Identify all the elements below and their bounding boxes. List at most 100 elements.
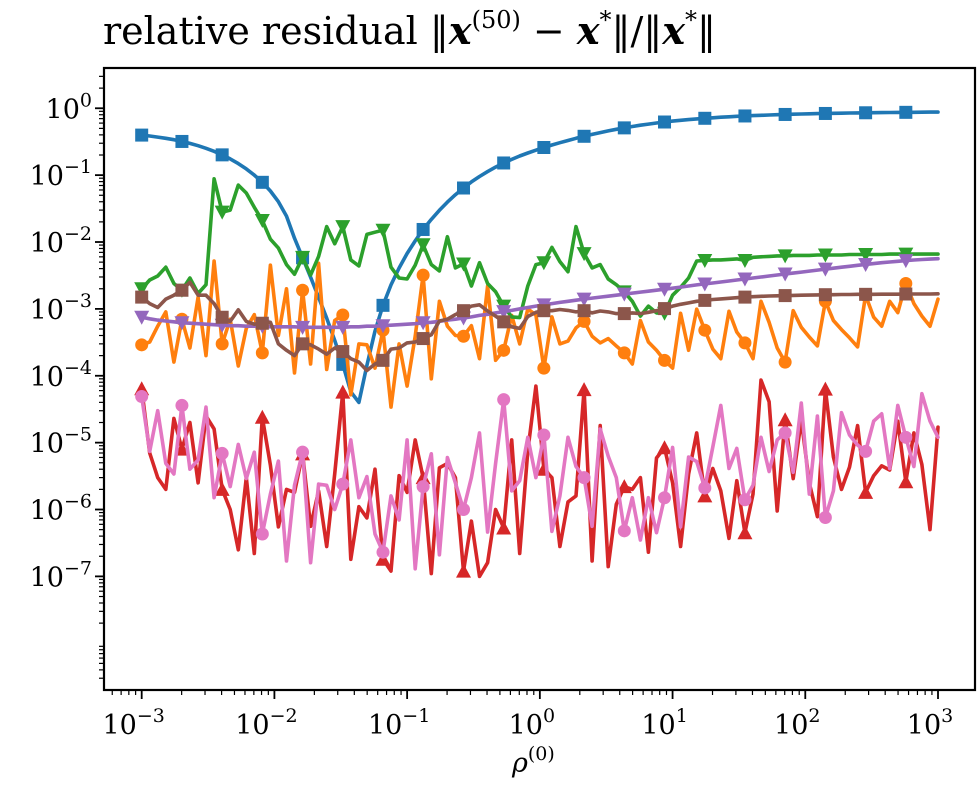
data-point-green-down-triangles	[254, 213, 270, 228]
x-tick-label: 103	[907, 705, 953, 741]
series-line-orange-circles	[139, 259, 940, 409]
x-axis-label-base: ρ	[511, 748, 528, 779]
data-point-pink-circles	[859, 444, 873, 458]
data-point-red-up-triangles	[657, 440, 673, 455]
title-star: *	[600, 6, 612, 34]
data-point-brown-squares	[859, 287, 873, 301]
series-blue-squares	[135, 105, 940, 405]
data-point-purple-down-triangles	[576, 292, 592, 307]
data-point-blue-squares	[778, 107, 792, 121]
data-point-orange-circles	[296, 283, 310, 297]
series-line-green-down-triangles	[139, 177, 940, 320]
data-point-blue-squares	[859, 106, 873, 120]
data-point-brown-squares	[778, 289, 792, 303]
data-point-red-up-triangles	[415, 470, 431, 485]
data-point-red-up-triangles	[456, 563, 472, 578]
data-point-green-down-triangles	[295, 250, 311, 265]
data-point-orange-circles	[215, 337, 229, 351]
y-tick-label: 10−4	[30, 357, 92, 393]
data-point-orange-circles	[416, 268, 430, 282]
data-point-pink-circles	[296, 445, 310, 459]
data-point-pink-circles	[497, 393, 511, 407]
x-tick-label: 101	[641, 705, 687, 741]
data-point-brown-squares	[617, 307, 631, 321]
data-point-red-up-triangles	[335, 384, 351, 399]
data-point-pink-circles	[215, 446, 229, 460]
data-point-brown-squares	[899, 287, 913, 301]
data-point-brown-squares	[537, 304, 551, 318]
data-point-blue-squares	[255, 175, 269, 189]
data-point-brown-squares	[376, 353, 390, 367]
data-point-red-up-triangles	[576, 382, 592, 397]
y-tick-label: 10−5	[30, 424, 92, 460]
data-point-blue-squares	[698, 111, 712, 125]
data-point-orange-circles	[698, 323, 712, 337]
data-point-brown-squares	[215, 310, 229, 324]
data-point-blue-squares	[175, 134, 189, 148]
data-point-blue-squares	[416, 222, 430, 236]
data-point-purple-down-triangles	[817, 262, 833, 277]
chart-title: relative residual ‖x(50) − x*‖/‖x*‖	[103, 6, 716, 53]
y-tick-label: 10−2	[30, 223, 92, 259]
data-point-green-down-triangles	[576, 247, 592, 262]
data-point-green-down-triangles	[335, 220, 351, 235]
data-point-pink-circles	[255, 527, 269, 541]
data-point-brown-squares	[497, 315, 511, 329]
data-point-pink-circles	[376, 545, 390, 559]
data-point-red-up-triangles	[375, 551, 391, 566]
data-point-purple-down-triangles	[174, 316, 190, 331]
data-point-purple-down-triangles	[697, 277, 713, 292]
data-point-brown-squares	[175, 283, 189, 297]
title-prefix: relative residual ‖	[103, 9, 449, 53]
data-point-purple-down-triangles	[496, 305, 512, 320]
data-point-purple-down-triangles	[858, 257, 874, 272]
data-point-orange-circles	[658, 353, 672, 367]
plot-frame	[102, 66, 977, 692]
data-point-orange-circles	[577, 314, 591, 328]
data-point-pink-circles	[617, 524, 631, 538]
data-point-red-up-triangles	[898, 474, 914, 489]
data-point-green-down-triangles	[536, 256, 552, 271]
y-tick-label: 10−6	[30, 491, 92, 527]
data-point-green-down-triangles	[456, 257, 472, 272]
data-point-pink-circles	[416, 480, 430, 494]
data-point-brown-squares	[738, 290, 752, 304]
tick-layer: 10−3 10−2 10−1 100 101 102 103 100 10−1 10−2 10−3 1…	[30, 75, 953, 741]
data-point-purple-down-triangles	[737, 272, 753, 287]
data-point-pink-circles	[738, 493, 752, 507]
data-point-blue-squares	[537, 140, 551, 154]
data-point-blue-squares	[497, 156, 511, 170]
data-point-green-down-triangles	[737, 253, 753, 268]
data-point-pink-circles	[336, 477, 350, 491]
series-line-red-up-triangles	[139, 378, 940, 579]
data-point-green-down-triangles	[415, 238, 431, 253]
x-axis-label: ρ(0)	[511, 743, 555, 779]
data-point-pink-circles	[577, 471, 591, 485]
data-point-pink-circles	[818, 510, 832, 524]
data-point-blue-squares	[738, 109, 752, 123]
data-point-pink-circles	[457, 503, 471, 517]
data-point-orange-circles	[457, 329, 471, 343]
data-point-orange-circles	[738, 336, 752, 350]
data-point-brown-squares	[658, 302, 672, 316]
data-point-red-up-triangles	[496, 520, 512, 535]
x-tick-label: 10−2	[235, 705, 297, 741]
data-point-pink-circles	[537, 428, 551, 442]
y-tick-label: 10−3	[30, 290, 92, 326]
title-end: ‖	[697, 9, 716, 53]
x-tick-label: 102	[774, 705, 820, 741]
data-point-blue-squares	[457, 181, 471, 195]
title-minus: −	[521, 9, 577, 53]
data-point-brown-squares	[698, 293, 712, 307]
data-point-purple-down-triangles	[295, 320, 311, 335]
data-point-brown-squares	[457, 304, 471, 318]
data-point-brown-squares	[577, 304, 591, 318]
data-point-purple-down-triangles	[777, 267, 793, 282]
data-point-purple-down-triangles	[898, 254, 914, 269]
series-line-pink-circles	[139, 391, 940, 571]
data-point-pink-circles	[899, 430, 913, 444]
data-point-green-down-triangles	[214, 205, 230, 220]
data-point-blue-squares	[215, 148, 229, 162]
series-brown-squares	[135, 280, 940, 373]
